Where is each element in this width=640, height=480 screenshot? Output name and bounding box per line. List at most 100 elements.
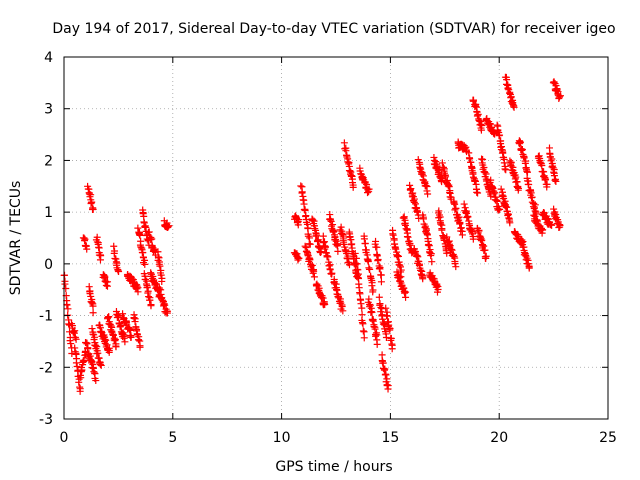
plot-frame xyxy=(63,56,609,420)
data-point xyxy=(376,263,384,271)
data-point xyxy=(340,139,348,147)
data-point xyxy=(359,320,367,328)
data-point xyxy=(394,252,402,260)
data-point xyxy=(533,217,541,225)
data-point xyxy=(101,335,109,343)
data-point xyxy=(328,269,336,277)
data-point xyxy=(121,338,129,346)
data-point xyxy=(134,224,142,232)
data-point xyxy=(76,371,84,379)
data-point xyxy=(462,209,470,217)
data-point xyxy=(438,159,446,167)
data-point xyxy=(88,358,96,366)
data-point xyxy=(543,180,551,188)
data-point xyxy=(504,84,512,92)
data-point xyxy=(111,247,119,255)
data-point xyxy=(364,189,372,197)
data-point xyxy=(295,254,303,262)
data-point xyxy=(295,216,303,224)
data-point xyxy=(402,293,410,301)
data-point xyxy=(365,265,373,273)
data-point xyxy=(507,162,515,170)
data-point xyxy=(385,321,393,329)
data-point xyxy=(310,273,318,281)
x-tick-label: 10 xyxy=(273,430,291,446)
data-point xyxy=(309,216,317,224)
data-point xyxy=(357,300,365,308)
data-point xyxy=(109,331,117,339)
data-point xyxy=(547,221,555,229)
data-point xyxy=(317,248,325,256)
data-point xyxy=(446,242,454,250)
data-point xyxy=(497,137,505,145)
data-point xyxy=(383,375,391,383)
data-point xyxy=(502,166,510,174)
data-point xyxy=(506,219,514,227)
data-point xyxy=(87,200,95,208)
data-point xyxy=(361,240,369,248)
data-point xyxy=(326,216,334,224)
data-point xyxy=(477,126,485,134)
data-point xyxy=(368,316,376,324)
data-point xyxy=(301,242,309,250)
data-point xyxy=(372,332,380,340)
data-point xyxy=(428,258,436,266)
data-point xyxy=(377,308,385,316)
data-point xyxy=(365,295,373,303)
data-point xyxy=(542,175,550,183)
data-point xyxy=(369,316,377,324)
data-point xyxy=(525,181,533,189)
data-point xyxy=(499,149,507,157)
data-point xyxy=(360,328,368,336)
data-point xyxy=(470,96,478,104)
data-point xyxy=(464,213,472,221)
data-point xyxy=(425,240,433,248)
data-point xyxy=(359,327,367,335)
data-point xyxy=(142,275,150,283)
data-point xyxy=(380,366,388,374)
data-point xyxy=(437,220,445,228)
data-point xyxy=(434,285,442,293)
data-point xyxy=(456,219,464,227)
y-tick-label: -3 xyxy=(39,412,53,428)
data-point xyxy=(365,185,373,193)
data-point xyxy=(427,250,435,258)
data-point xyxy=(522,157,530,165)
data-point xyxy=(72,359,80,367)
data-point xyxy=(401,221,409,229)
data-point xyxy=(117,322,125,330)
data-point xyxy=(298,188,306,196)
data-point xyxy=(496,131,504,139)
data-point xyxy=(97,252,105,260)
data-point xyxy=(475,226,483,234)
data-point xyxy=(435,207,443,215)
data-point xyxy=(83,245,91,253)
data-point xyxy=(369,288,377,296)
data-point xyxy=(447,245,455,253)
data-point xyxy=(382,370,390,378)
data-point xyxy=(439,164,447,172)
data-point xyxy=(469,173,477,181)
data-point xyxy=(422,182,430,190)
data-point xyxy=(433,162,441,170)
data-point xyxy=(337,223,345,231)
data-point xyxy=(324,253,332,261)
data-point xyxy=(61,280,69,288)
data-point xyxy=(88,325,96,333)
data-point xyxy=(344,252,352,260)
data-point xyxy=(516,139,524,147)
y-tick-label: -2 xyxy=(39,360,53,376)
data-point xyxy=(457,224,465,232)
x-tick-label: 15 xyxy=(381,430,399,446)
data-point xyxy=(334,247,342,255)
data-point xyxy=(404,233,412,241)
data-point xyxy=(501,165,509,173)
data-point xyxy=(418,170,426,178)
y-axis-label: SDTVAR / TECUs xyxy=(8,181,24,296)
data-point xyxy=(304,232,312,240)
data-point xyxy=(81,235,89,243)
data-point xyxy=(555,93,563,101)
data-point xyxy=(501,202,509,210)
data-point xyxy=(458,231,466,239)
data-point xyxy=(333,241,341,249)
